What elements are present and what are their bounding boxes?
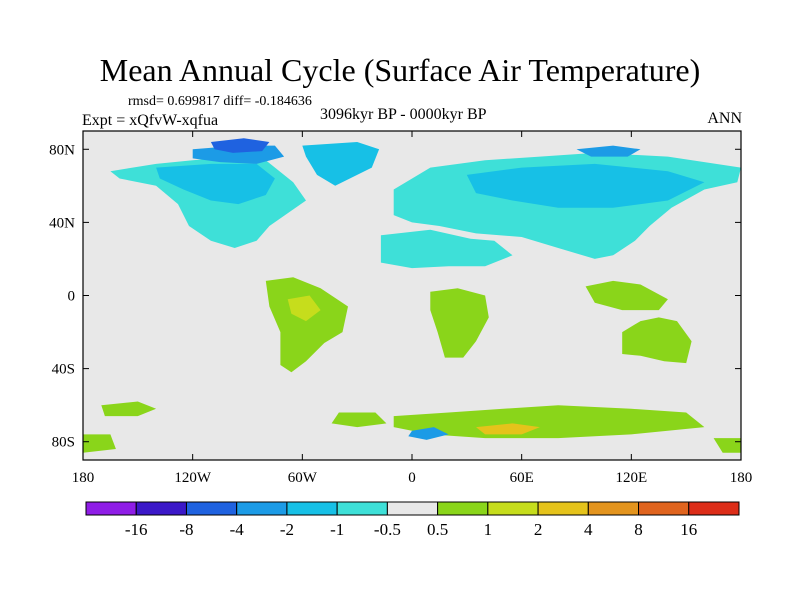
y-tick-label: 40N xyxy=(49,215,75,231)
colorbar-bin xyxy=(286,501,338,516)
field-australia xyxy=(622,317,692,364)
season-label: ANN xyxy=(707,110,742,127)
colorbar-bin xyxy=(236,501,288,516)
field-se-asia-islands xyxy=(585,280,668,311)
y-tick-label: 80N xyxy=(49,142,75,158)
colorbar-label: -8 xyxy=(179,520,193,539)
colorbar-bin xyxy=(587,501,640,516)
colorbar-bin xyxy=(437,501,489,516)
colorbar-bin xyxy=(688,501,740,516)
y-tick-label: 0 xyxy=(68,289,76,305)
x-tick-label: 180 xyxy=(730,470,753,486)
colorbar-label: 4 xyxy=(584,520,593,539)
colorbar-bin xyxy=(336,501,388,516)
colorbar-bin xyxy=(487,501,539,516)
colorbar-bin xyxy=(638,501,690,516)
colorbar-label: 2 xyxy=(534,520,543,539)
colorbar-label: -4 xyxy=(230,520,245,539)
chart-title: Mean Annual Cycle (Surface Air Temperatu… xyxy=(99,52,701,88)
field-sahara xyxy=(380,229,513,269)
field-canada-core xyxy=(156,163,275,205)
y-tick-label: 80S xyxy=(52,435,75,451)
period-label: 3096kyr BP - 0000kyr BP xyxy=(320,106,487,123)
x-tick-label: 120W xyxy=(174,470,212,486)
colorbar-label: -16 xyxy=(125,520,148,539)
x-tick-label: 0 xyxy=(408,470,416,486)
x-tick-label: 60E xyxy=(510,470,534,486)
colorbar-bin xyxy=(85,501,137,516)
colorbar-label: 8 xyxy=(634,520,643,539)
field-siberia-arctic xyxy=(576,145,641,157)
stats-label: rmsd= 0.699817 diff= -0.184636 xyxy=(128,94,312,109)
field-east-antarctica xyxy=(393,405,705,439)
colorbar-bin xyxy=(537,501,589,516)
x-tick-label: 180 xyxy=(72,470,95,486)
colorbar-label: -2 xyxy=(280,520,294,539)
anomaly-fields xyxy=(83,138,741,453)
field-greenland xyxy=(302,142,380,186)
colorbar-bin xyxy=(135,501,187,516)
colorbar-label: -0.5 xyxy=(374,520,401,539)
field-siberia-core xyxy=(466,163,705,208)
x-tick-label: 120E xyxy=(615,470,647,486)
x-tick-label: 60W xyxy=(288,470,318,486)
field-southern-africa xyxy=(430,288,489,358)
experiment-label: Expt = xQfvW-xqfua xyxy=(82,112,219,129)
colorbar-label: -1 xyxy=(330,520,344,539)
field-antarctic-east-coast xyxy=(713,438,741,453)
field-south-pacific xyxy=(101,401,157,417)
field-amazon-warm xyxy=(287,295,321,322)
field-weddell xyxy=(331,412,387,428)
colorbar-label: 16 xyxy=(680,520,697,539)
field-east-antarctica-warm xyxy=(476,423,540,435)
colorbar-label: 1 xyxy=(484,520,493,539)
field-arctic-cold-spot xyxy=(210,138,270,153)
field-ross-sea xyxy=(83,434,116,453)
colorbar-label: 0.5 xyxy=(427,520,448,539)
colorbar-bin xyxy=(185,501,238,516)
field-weddell-cold xyxy=(408,427,449,440)
field-south-america xyxy=(265,277,348,373)
y-tick-label: 40S xyxy=(52,362,75,378)
colorbar-bin xyxy=(386,501,439,516)
